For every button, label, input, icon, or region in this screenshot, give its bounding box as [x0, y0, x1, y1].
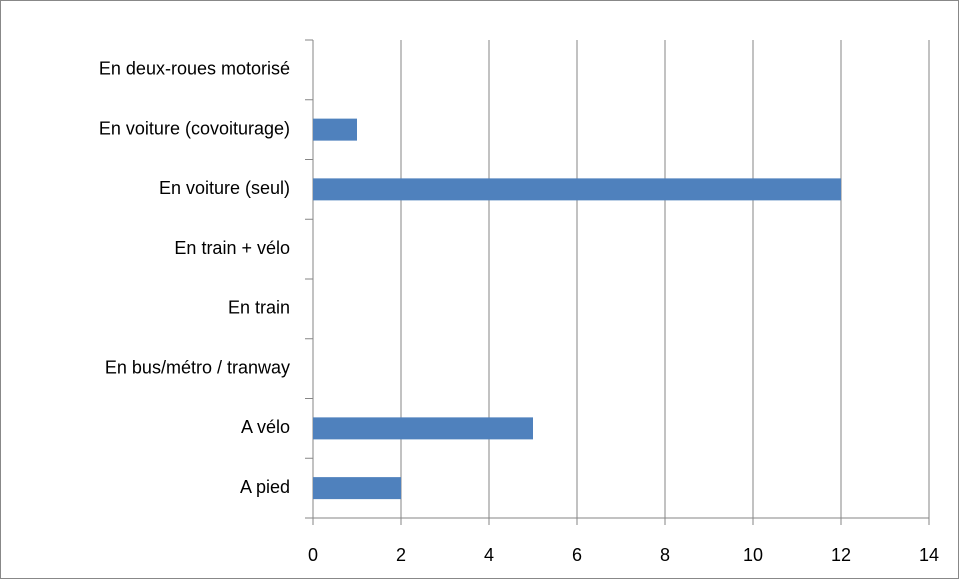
x-tick-label: 14 — [919, 545, 939, 565]
y-tick-label: A vélo — [241, 417, 290, 437]
x-tick-label: 4 — [484, 545, 494, 565]
y-tick-label: En voiture (covoiturage) — [99, 118, 290, 138]
bar — [313, 118, 357, 141]
x-tick-label: 6 — [572, 545, 582, 565]
y-tick-label: En train — [228, 298, 290, 318]
bar — [313, 477, 401, 500]
x-tick-label: 10 — [743, 545, 763, 565]
bar — [313, 417, 533, 440]
y-tick-label: En voiture (seul) — [159, 178, 290, 198]
x-tick-label: 8 — [660, 545, 670, 565]
y-tick-label: A pied — [240, 477, 290, 497]
y-tick-label: En deux-roues motorisé — [99, 59, 290, 79]
x-tick-label: 2 — [396, 545, 406, 565]
y-tick-label: En bus/métro / tranway — [105, 357, 290, 377]
x-tick-label: 0 — [308, 545, 318, 565]
bar — [313, 178, 841, 201]
y-tick-label: En train + vélo — [174, 238, 290, 258]
x-tick-label: 12 — [831, 545, 851, 565]
